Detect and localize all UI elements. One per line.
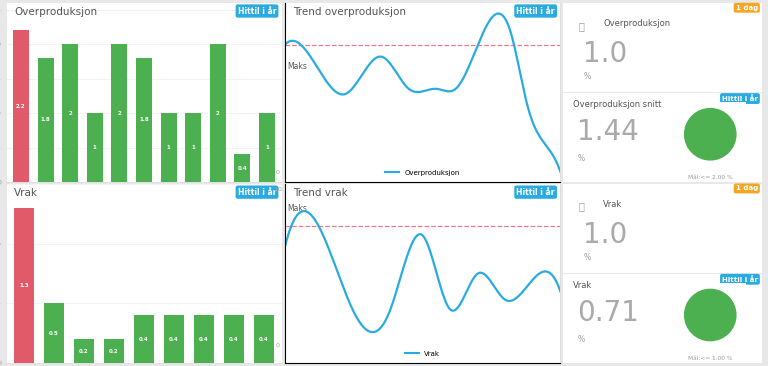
Text: %: % [583,253,591,262]
Bar [74,339,94,363]
Text: 1: 1 [265,145,269,150]
Bar [104,339,124,363]
Legend: Vrak: Vrak [402,348,443,360]
Text: Hittil i år: Hittil i år [516,188,555,197]
Text: 0.5: 0.5 [49,331,59,336]
Text: 0.71: 0.71 [578,299,639,327]
Text: 2: 2 [118,111,121,116]
Text: Vrak: Vrak [574,281,593,290]
Bar [210,44,226,182]
Text: 👤: 👤 [578,21,584,31]
Text: Hittil i år: Hittil i år [238,188,276,197]
Text: 1: 1 [167,145,170,150]
Text: 2: 2 [216,111,220,116]
Text: 2.2: 2.2 [16,104,25,109]
Text: 👤: 👤 [578,201,584,212]
Bar [111,44,127,182]
Text: Hittil i år: Hittil i år [516,7,555,15]
Text: 1: 1 [93,145,97,150]
Text: 1: 1 [191,145,195,150]
Bar [15,208,34,363]
Bar [13,30,29,182]
Text: 0.2: 0.2 [79,349,89,354]
Text: Mål:<= 1.00 %: Mål:<= 1.00 % [688,356,733,361]
Bar [136,58,152,182]
Text: %: % [583,72,591,81]
Text: 0.4: 0.4 [199,337,209,342]
Bar [38,58,54,182]
Bar [185,113,201,182]
Text: 1.0: 1.0 [583,221,627,249]
Text: 0.2: 0.2 [109,349,119,354]
Bar [254,315,273,363]
Text: Mål:<= 2.00 %: Mål:<= 2.00 % [688,175,733,180]
Bar [259,113,275,182]
Text: 0.4: 0.4 [169,337,179,342]
Text: Maks: Maks [287,204,307,213]
Bar [224,315,243,363]
Text: Vrak: Vrak [603,200,622,209]
Text: 0.4: 0.4 [139,337,149,342]
Text: 0.4: 0.4 [259,337,269,342]
Text: 1.8: 1.8 [41,117,51,123]
Text: 0.4: 0.4 [237,166,247,171]
Bar [194,315,214,363]
Text: 2: 2 [68,111,72,116]
Text: 1 dag: 1 dag [736,5,758,11]
Legend: Overproduksjon: Overproduksjon [382,167,463,179]
Text: 1.8: 1.8 [139,117,149,123]
Text: Hittil i år: Hittil i år [238,7,276,15]
Text: Hittil i år: Hittil i år [722,276,758,283]
Text: Overproduksjon snitt: Overproduksjon snitt [574,100,662,109]
Bar [62,44,78,182]
Bar [45,303,64,363]
Bar [234,154,250,182]
Bar [161,113,177,182]
Text: Overproduksjon: Overproduksjon [603,19,670,28]
Bar [134,315,154,363]
Text: Trend overproduksjon: Trend overproduksjon [293,7,406,16]
Bar [164,315,184,363]
Text: 1 dag: 1 dag [736,186,758,191]
Text: Hittil i år: Hittil i år [722,95,758,102]
Text: %: % [578,335,584,344]
Bar [87,113,103,182]
Text: 1.44: 1.44 [578,118,639,146]
Text: 1.0: 1.0 [583,40,627,68]
Text: 0.4: 0.4 [229,337,239,342]
Text: %: % [578,154,584,163]
Text: Maks: Maks [287,62,307,71]
Text: Trend vrak: Trend vrak [293,188,348,198]
Text: 1.3: 1.3 [19,283,29,288]
Text: Overproduksjon: Overproduksjon [15,7,98,16]
Text: Vrak: Vrak [15,188,38,198]
